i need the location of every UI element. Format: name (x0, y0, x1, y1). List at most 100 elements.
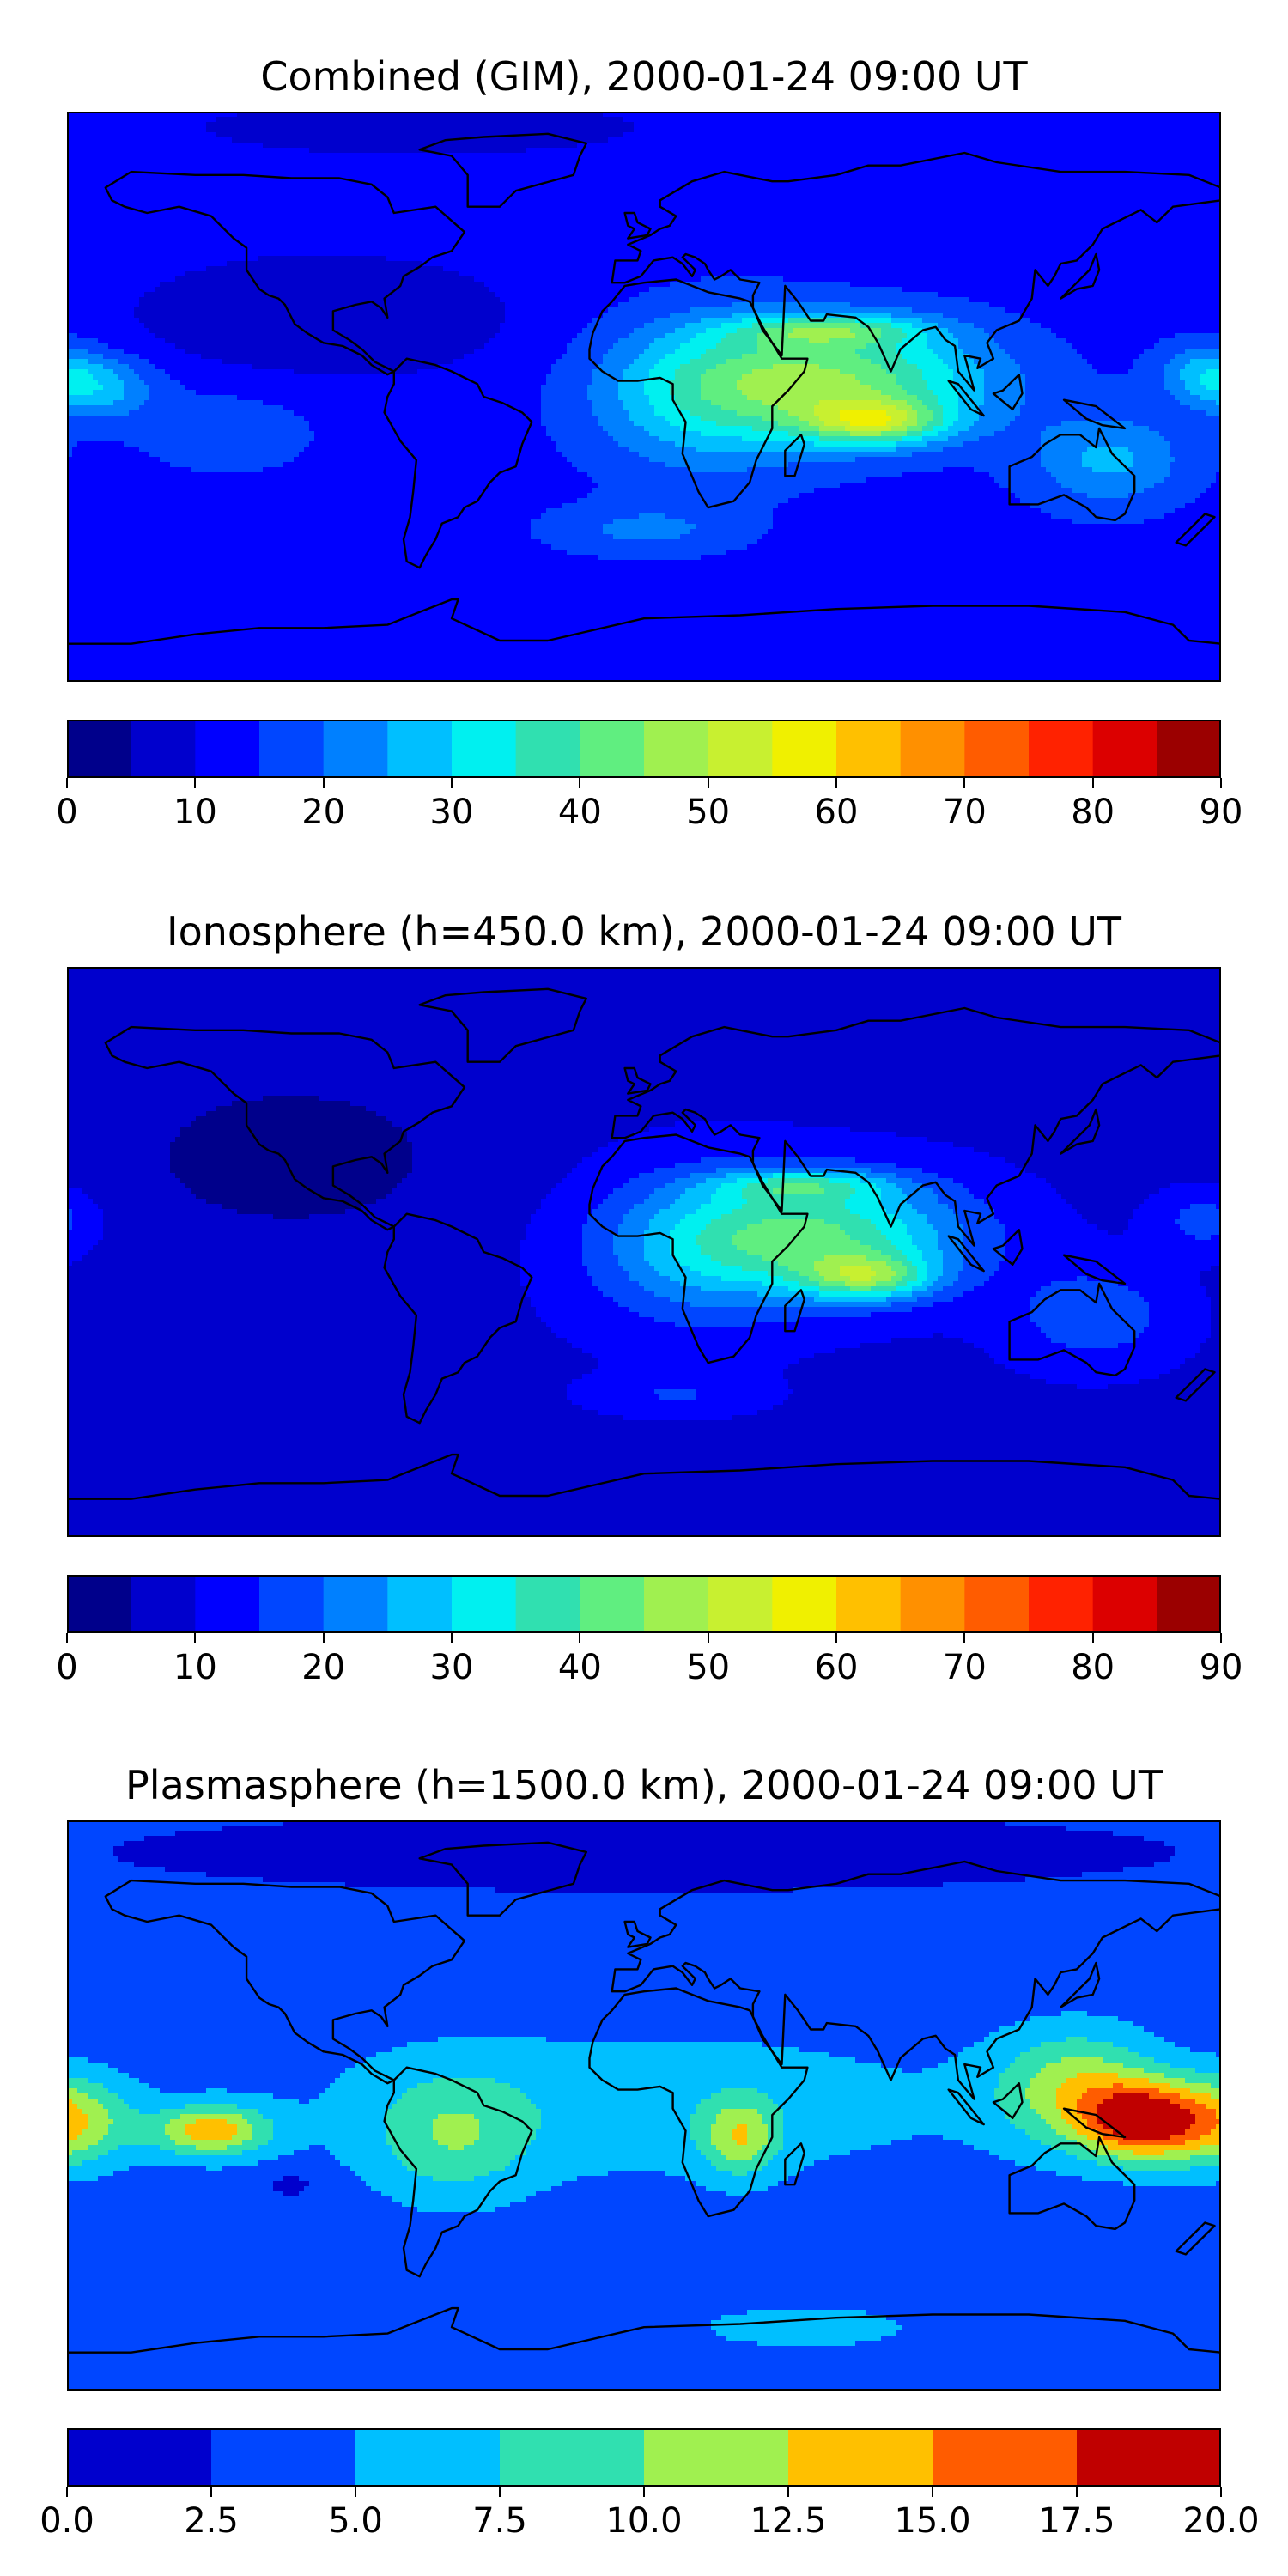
colorbar-segment (708, 1575, 773, 1633)
colorbar-tick-label: 80 (1071, 1649, 1115, 1686)
colorbar-tick (1092, 778, 1094, 788)
colorbar-tick (932, 2487, 933, 2497)
colorbar-tick (194, 778, 196, 788)
colorbar-segment (324, 720, 388, 778)
colorbar-tick-label: 0.0 (39, 2502, 94, 2540)
ionosphere-map-title: Ionosphere (h=450.0 km), 2000-01-24 09:0… (0, 908, 1288, 955)
colorbar-tick (1220, 1633, 1222, 1643)
colorbar-tick (1220, 778, 1222, 788)
colorbar-tick-label: 30 (430, 793, 474, 831)
colorbar-tick (835, 1633, 837, 1643)
colorbar-tick-label: 90 (1200, 1649, 1243, 1686)
colorbar-tick (323, 1633, 325, 1643)
colorbar-tick (835, 778, 837, 788)
combined-colorbar-ticks: 0 10 20 30 40 50 60 70 80 90 (67, 778, 1221, 829)
colorbar-tick-label: 70 (943, 793, 987, 831)
colorbar-tick-label: 60 (815, 793, 859, 831)
colorbar-tick-label: 17.5 (1038, 2502, 1115, 2540)
ionosphere-colorbar (67, 1575, 1221, 1633)
colorbar-tick-label: 80 (1071, 793, 1115, 831)
colorbar-segment (259, 1575, 324, 1633)
colorbar-segment (1157, 720, 1221, 778)
colorbar-segment (1157, 1575, 1221, 1633)
colorbar-segment (1029, 1575, 1093, 1633)
colorbar-tick-label: 50 (686, 793, 730, 831)
colorbar-tick-label: 90 (1200, 793, 1243, 831)
colorbar-tick (963, 1633, 965, 1643)
colorbar-tick (451, 1633, 453, 1643)
colorbar-tick (1220, 2487, 1222, 2497)
plasmasphere-colorbar-ticks: 0.0 2.5 5.0 7.5 10.0 12.5 15.0 17.5 20.0 (67, 2487, 1221, 2538)
colorbar-segment (1029, 720, 1093, 778)
colorbar-tick-label: 70 (943, 1649, 987, 1686)
colorbar-tick-label: 30 (430, 1649, 474, 1686)
colorbar-tick-label: 20 (301, 1649, 345, 1686)
colorbar-segment (772, 720, 836, 778)
colorbar-tick-label: 12.5 (750, 2502, 826, 2540)
colorbar-segment (452, 720, 516, 778)
colorbar-tick-label: 0 (56, 793, 77, 831)
colorbar-tick-label: 10 (173, 1649, 217, 1686)
colorbar-tick-label: 20.0 (1182, 2502, 1259, 2540)
colorbar-segment (580, 720, 644, 778)
colorbar-segment (901, 720, 965, 778)
plasmasphere-map-title: Plasmasphere (h=1500.0 km), 2000-01-24 0… (0, 1762, 1288, 1808)
combined-map-frame (67, 112, 1221, 682)
colorbar-tick-label: 50 (686, 1649, 730, 1686)
colorbar-segment (772, 1575, 836, 1633)
colorbar-segment (1077, 2428, 1221, 2487)
colorbar-segment (500, 2428, 645, 2487)
plasmasphere-map-frame (67, 1820, 1221, 2391)
colorbar-segment (67, 720, 131, 778)
colorbar-tick-label: 0 (56, 1649, 77, 1686)
colorbar-segment (452, 1575, 516, 1633)
colorbar-tick (451, 778, 453, 788)
colorbar-tick-label: 20 (301, 793, 345, 831)
colorbar-segment (211, 2428, 356, 2487)
colorbar-segment (324, 1575, 388, 1633)
colorbar-segment (355, 2428, 501, 2487)
colorbar-tick (708, 1633, 709, 1643)
colorbar-tick (1092, 1633, 1094, 1643)
colorbar-tick (1076, 2487, 1078, 2497)
colorbar-segment (836, 1575, 901, 1633)
colorbar-tick (66, 2487, 68, 2497)
colorbar-tick-label: 10.0 (605, 2502, 682, 2540)
colorbar-tick (579, 1633, 580, 1643)
colorbar-segment (387, 1575, 452, 1633)
combined-colorbar (67, 720, 1221, 778)
combined-map-title: Combined (GIM), 2000-01-24 09:00 UT (0, 53, 1288, 100)
colorbar-tick (708, 778, 709, 788)
colorbar-segment (131, 720, 196, 778)
colorbar-tick (323, 778, 325, 788)
colorbar-segment (708, 720, 773, 778)
colorbar-tick (787, 2487, 789, 2497)
colorbar-segment (964, 1575, 1029, 1633)
colorbar-segment (644, 2428, 789, 2487)
ionosphere-colorbar-ticks: 0 10 20 30 40 50 60 70 80 90 (67, 1633, 1221, 1685)
colorbar-tick-label: 2.5 (184, 2502, 239, 2540)
colorbar-tick (579, 778, 580, 788)
colorbar-segment (259, 720, 324, 778)
colorbar-tick (66, 778, 68, 788)
colorbar-segment (195, 720, 259, 778)
colorbar-segment (836, 720, 901, 778)
colorbar-tick (963, 778, 965, 788)
colorbar-segment (195, 1575, 259, 1633)
colorbar-tick (499, 2487, 501, 2497)
colorbar-tick-label: 10 (173, 793, 217, 831)
plasmasphere-colorbar (67, 2428, 1221, 2487)
colorbar-tick-label: 40 (558, 793, 602, 831)
colorbar-tick-label: 60 (815, 1649, 859, 1686)
colorbar-segment (516, 1575, 580, 1633)
colorbar-segment (1093, 1575, 1157, 1633)
colorbar-tick (194, 1633, 196, 1643)
colorbar-segment (67, 1575, 131, 1633)
colorbar-tick (66, 1633, 68, 1643)
colorbar-tick-label: 15.0 (894, 2502, 970, 2540)
colorbar-tick (355, 2487, 356, 2497)
colorbar-segment (644, 1575, 708, 1633)
colorbar-segment (1093, 720, 1157, 778)
colorbar-segment (580, 1575, 644, 1633)
colorbar-tick (210, 2487, 212, 2497)
